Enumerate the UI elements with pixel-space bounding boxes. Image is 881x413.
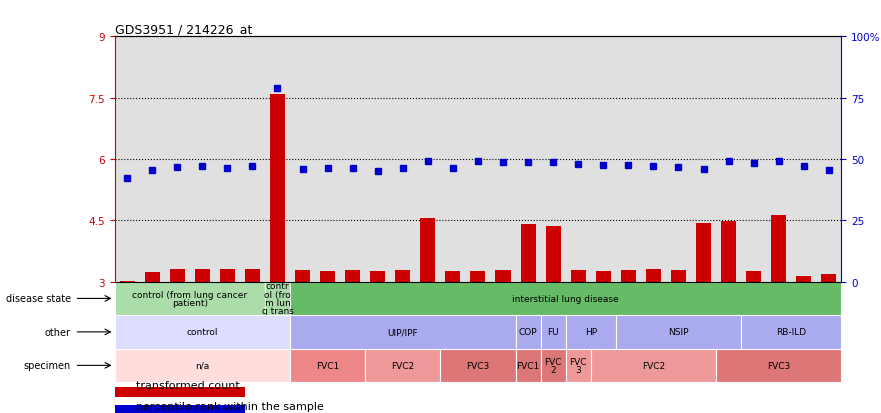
Bar xyxy=(420,219,435,282)
Bar xyxy=(821,275,836,282)
Text: other: other xyxy=(45,327,70,337)
Text: contr
ol (fro
m lun
g trans: contr ol (fro m lun g trans xyxy=(262,282,293,316)
Bar xyxy=(545,227,560,282)
Bar xyxy=(446,271,461,282)
Text: GDS3951 / 214226_at: GDS3951 / 214226_at xyxy=(115,23,252,36)
Text: specimen: specimen xyxy=(24,361,70,370)
Bar xyxy=(671,271,686,282)
Text: COP: COP xyxy=(519,328,537,337)
Text: FVC
2: FVC 2 xyxy=(544,357,562,374)
Bar xyxy=(396,271,411,282)
Bar xyxy=(290,349,365,382)
Bar xyxy=(596,271,611,282)
Text: percentile rank within the sample: percentile rank within the sample xyxy=(137,401,324,411)
Bar xyxy=(746,271,761,282)
Bar xyxy=(440,349,515,382)
Bar xyxy=(591,349,716,382)
Bar xyxy=(716,349,841,382)
Bar xyxy=(541,349,566,382)
Bar xyxy=(295,270,310,282)
Bar xyxy=(115,316,290,349)
Bar xyxy=(515,349,541,382)
Bar xyxy=(115,387,245,397)
Text: transformed count: transformed count xyxy=(137,380,241,390)
Bar xyxy=(195,270,210,282)
Bar xyxy=(320,271,335,282)
Bar xyxy=(219,269,235,282)
Bar xyxy=(796,277,811,282)
Bar xyxy=(495,270,510,282)
Text: HP: HP xyxy=(585,328,596,337)
Text: FVC2: FVC2 xyxy=(642,361,665,370)
Text: FVC1: FVC1 xyxy=(316,361,339,370)
Bar xyxy=(115,349,290,382)
Text: FVC3: FVC3 xyxy=(466,361,490,370)
Bar xyxy=(571,271,586,282)
Bar xyxy=(721,221,737,282)
Bar xyxy=(265,282,290,316)
Text: n/a: n/a xyxy=(195,361,210,370)
Bar xyxy=(566,349,591,382)
Bar xyxy=(245,270,260,282)
Bar xyxy=(621,271,636,282)
Bar xyxy=(470,271,485,282)
Bar xyxy=(115,282,265,316)
Text: control: control xyxy=(187,328,218,337)
Text: FVC3: FVC3 xyxy=(767,361,790,370)
Text: FVC1: FVC1 xyxy=(516,361,540,370)
Text: interstitial lung disease: interstitial lung disease xyxy=(513,294,619,303)
Bar xyxy=(115,406,245,413)
Text: NSIP: NSIP xyxy=(668,328,689,337)
Bar xyxy=(541,316,566,349)
Bar xyxy=(515,316,541,349)
Bar xyxy=(270,95,285,282)
Text: RB-ILD: RB-ILD xyxy=(776,328,806,337)
Text: disease state: disease state xyxy=(6,294,70,304)
Bar xyxy=(345,271,360,282)
Bar xyxy=(144,272,159,282)
Bar xyxy=(521,224,536,282)
Bar xyxy=(290,316,515,349)
Text: control (from lung cancer
patient): control (from lung cancer patient) xyxy=(132,290,248,307)
Bar xyxy=(646,270,661,282)
Text: FVC
3: FVC 3 xyxy=(569,357,587,374)
Bar xyxy=(616,316,741,349)
Bar xyxy=(290,282,841,316)
Text: FU: FU xyxy=(547,328,559,337)
Bar xyxy=(120,281,135,282)
Text: UIP/IPF: UIP/IPF xyxy=(388,328,418,337)
Bar xyxy=(365,349,440,382)
Bar xyxy=(170,269,185,282)
Text: FVC2: FVC2 xyxy=(391,361,414,370)
Bar xyxy=(696,223,711,282)
Bar xyxy=(566,316,616,349)
Bar xyxy=(741,316,841,349)
Bar xyxy=(771,216,786,282)
Bar xyxy=(370,271,385,282)
